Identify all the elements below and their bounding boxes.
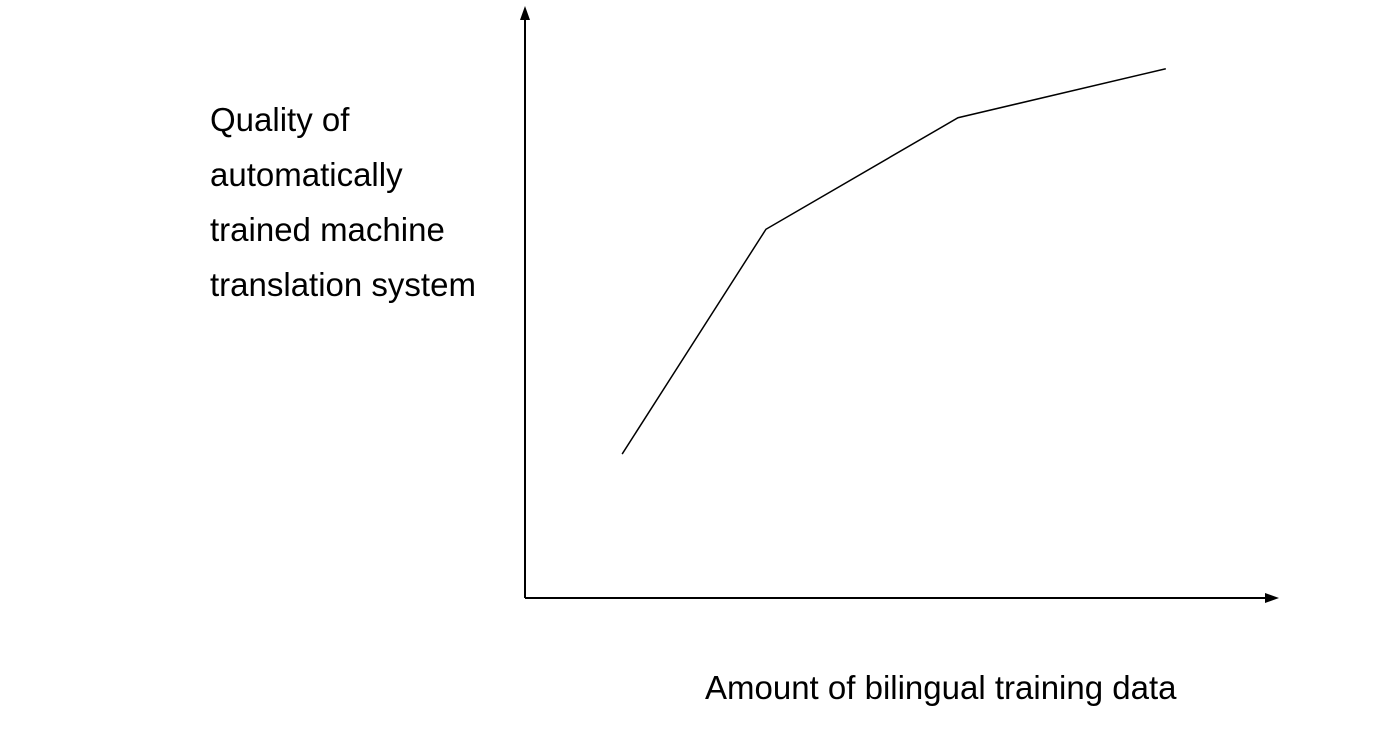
- x-axis-arrow: [1265, 593, 1279, 603]
- x-axis-label: Amount of bilingual training data: [705, 669, 1177, 706]
- y-axis-arrow: [520, 6, 530, 20]
- y-axis-label: Quality of automatically trained machine…: [210, 101, 476, 303]
- line: [621, 68, 1166, 455]
